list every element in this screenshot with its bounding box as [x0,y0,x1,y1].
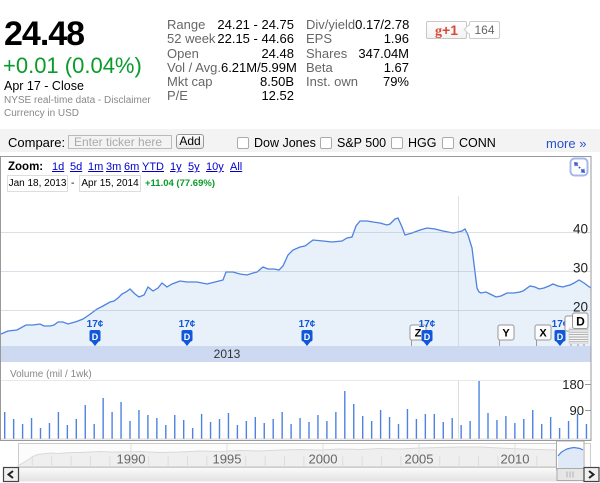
svg-text:2013: 2013 [214,347,241,361]
svg-text:40: 40 [573,222,588,237]
svg-text:D: D [184,332,191,342]
svg-text:D: D [304,332,311,342]
svg-text:17¢: 17¢ [299,319,316,330]
svg-text:17¢: 17¢ [419,319,436,330]
svg-text:17¢: 17¢ [552,319,569,330]
svg-text:1990: 1990 [117,452,146,467]
svg-text:D: D [557,332,564,342]
svg-text:2000: 2000 [309,452,338,467]
svg-text:D: D [92,332,99,342]
svg-text:90: 90 [570,403,584,418]
svg-text:2005: 2005 [405,452,434,467]
svg-text:Z: Z [415,328,422,340]
svg-text:X: X [539,328,547,340]
svg-text:180: 180 [562,377,584,392]
svg-text:D: D [424,332,431,342]
svg-text:2010: 2010 [501,452,530,467]
svg-text:17¢: 17¢ [179,319,196,330]
svg-text:30: 30 [573,261,588,276]
svg-text:20: 20 [573,300,588,315]
svg-text:Y: Y [502,328,510,340]
svg-text:D: D [576,315,585,329]
svg-text:17¢: 17¢ [87,319,104,330]
svg-text:1995: 1995 [213,452,242,467]
svg-text:Volume (mil / 1wk): Volume (mil / 1wk) [10,369,92,380]
